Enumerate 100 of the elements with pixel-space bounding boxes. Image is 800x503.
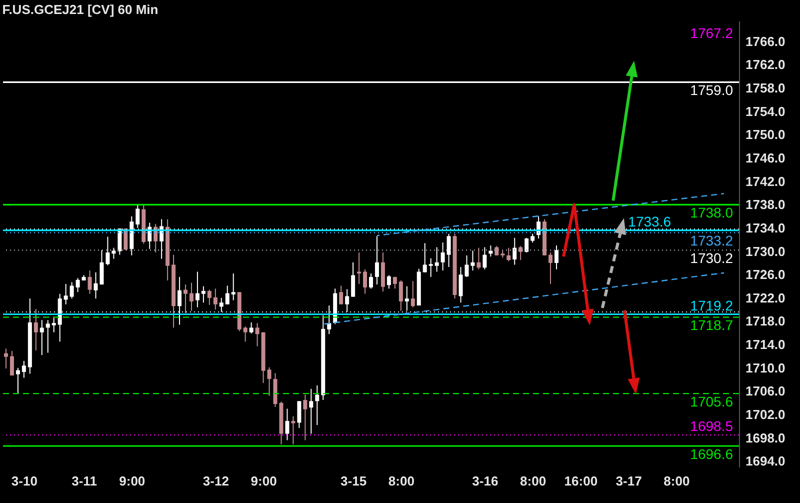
candlestick (124, 228, 128, 251)
x-tick-label: 3-16 (472, 474, 498, 488)
candlestick (249, 322, 254, 334)
y-tick-label: 1714.0 (746, 337, 786, 352)
candlestick (512, 237, 517, 266)
candlestick (374, 236, 379, 286)
candlestick (482, 246, 487, 270)
y-tick-label: 1706.0 (746, 384, 786, 399)
candlestick (410, 280, 415, 308)
y-tick-label: 1766.0 (746, 34, 786, 49)
candlestick (106, 236, 110, 266)
y-tick-label: 1746.0 (746, 150, 786, 166)
candlestick (189, 282, 194, 312)
ref-line-label: 1705.6 (690, 394, 734, 410)
candlestick (404, 286, 409, 312)
candlestick (184, 284, 188, 314)
candlestick (195, 271, 200, 308)
y-tick-label: 1762.0 (746, 57, 786, 72)
y-tick-label: 1754.0 (746, 104, 786, 119)
candlestick (524, 237, 529, 253)
y-tick-label: 1758.0 (746, 80, 786, 96)
candlestick (422, 242, 427, 273)
candlestick (225, 285, 230, 305)
ref-line-label: 1738.0 (690, 204, 734, 221)
ref-line-label: 1730.2 (690, 250, 734, 266)
y-tick-label: 1750.0 (746, 127, 786, 142)
candlestick (428, 258, 433, 278)
candlestick (506, 247, 511, 262)
candlestick (303, 394, 308, 441)
candlestick (285, 408, 290, 441)
candlestick (219, 297, 224, 312)
x-tick-label: 8:00 (388, 474, 414, 488)
ref-line-label: 1733.6 (628, 213, 672, 230)
x-tick-label: 9:00 (119, 474, 146, 488)
ref-line-label: 1719.2 (690, 297, 734, 314)
candlestick (213, 288, 218, 310)
y-tick-label: 1734.0 (746, 220, 786, 236)
candlestick (554, 244, 558, 270)
candlestick (339, 285, 344, 305)
candlestick (488, 244, 493, 258)
candlestick (112, 247, 116, 260)
candlestick (309, 388, 314, 434)
y-tick-label: 1698.0 (746, 430, 786, 446)
candlestick (207, 289, 212, 306)
y-tick-label: 1722.0 (746, 290, 786, 306)
candlestick (476, 247, 481, 270)
x-tick-label: 3-10 (11, 474, 38, 488)
ref-line-label: 1718.7 (690, 317, 734, 334)
candlestick (70, 282, 74, 300)
candlestick (267, 366, 272, 396)
candlestick (548, 252, 553, 284)
x-tick-label: 3-15 (340, 474, 367, 488)
candlestick (243, 326, 248, 342)
candlestick (76, 278, 80, 293)
y-tick-label: 1738.0 (746, 197, 786, 212)
candlestick (291, 416, 296, 445)
candlestick (369, 272, 373, 290)
candlestick (34, 308, 38, 351)
candlestick (357, 252, 362, 284)
candlestick (363, 268, 368, 294)
x-tick-label: 3-17 (616, 474, 642, 488)
candlestick (16, 367, 20, 394)
y-tick-label: 1742.0 (746, 174, 786, 189)
candlestick (64, 283, 68, 305)
ref-line-label: 1733.2 (690, 232, 734, 249)
candlestick (136, 204, 140, 228)
candlestick (434, 246, 439, 272)
y-tick-label: 1702.0 (746, 407, 786, 422)
candlestick (494, 246, 499, 256)
candlestick (88, 270, 92, 294)
candlestick (446, 233, 451, 268)
candlestick (345, 288, 350, 312)
candlestick (22, 360, 26, 378)
candlestick (100, 250, 104, 286)
candlestick (440, 242, 445, 272)
candlestick (255, 322, 260, 347)
chart-title: F.US.GCEJ21 [CV] 60 Min (2, 2, 158, 17)
candlestick (351, 262, 356, 298)
candlestick (315, 384, 320, 426)
candlestick (94, 272, 98, 300)
candlestick (46, 320, 50, 354)
candlestick (4, 348, 8, 369)
x-tick-label: 16:00 (564, 474, 598, 488)
candlestick (178, 276, 182, 326)
y-tick-label: 1710.0 (746, 360, 786, 376)
x-tick-label: 8:00 (520, 474, 546, 488)
candlestick (118, 228, 122, 256)
x-tick-label: 3-11 (72, 474, 97, 488)
candlestick (10, 350, 14, 376)
x-tick-label: 3-12 (202, 474, 229, 488)
x-tick-label: 8:00 (664, 474, 690, 488)
y-tick-label: 1694.0 (746, 454, 786, 469)
ref-line-label: 1696.6 (690, 446, 734, 462)
candlestick (40, 320, 44, 356)
candlestick (386, 274, 391, 290)
candlestick (231, 272, 236, 301)
annotation: 1767.2 (690, 25, 734, 41)
ref-line-label: 1759.0 (690, 82, 734, 98)
y-tick-label: 1718.0 (746, 314, 786, 329)
y-tick-label: 1726.0 (746, 267, 786, 282)
